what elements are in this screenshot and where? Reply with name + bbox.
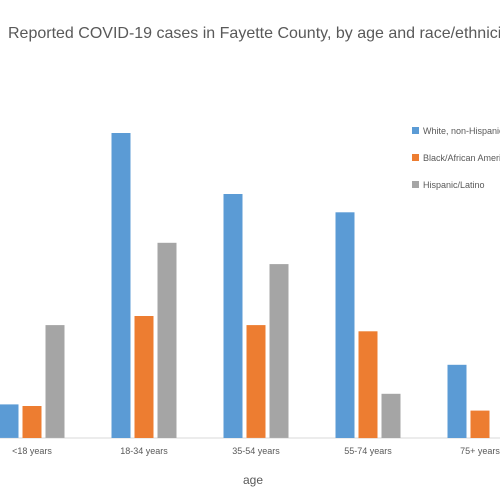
bar: [134, 316, 154, 438]
legend-swatch: [412, 154, 419, 161]
bar: [22, 406, 42, 438]
bar: [470, 410, 490, 438]
bar: [111, 133, 131, 438]
x-tick-label: <18 years: [12, 446, 52, 456]
legend-label: Hispanic/Latino: [423, 180, 485, 190]
x-tick-label: 75+ years: [460, 446, 500, 456]
legend-label: White, non-Hispanic: [423, 126, 500, 136]
legend-label: Black/African American: [423, 153, 500, 163]
x-axis-title: age: [243, 473, 263, 487]
chart-title: Reported COVID-19 cases in Fayette Count…: [8, 25, 500, 42]
x-tick-label: 35-54 years: [232, 446, 280, 456]
bar: [157, 242, 177, 438]
x-tick-label: 55-74 years: [344, 446, 392, 456]
bar: [269, 264, 289, 438]
bar: [246, 325, 266, 438]
bar: [0, 404, 19, 438]
x-tick-labels: <18 years 18-34 years 35-54 years 55-74 yea…: [12, 446, 500, 456]
bar: [358, 331, 378, 439]
bars-group: [0, 133, 490, 439]
bar: [45, 325, 65, 438]
legend: White, non-Hispanic Black/African America…: [412, 126, 500, 190]
bar: [447, 364, 467, 438]
bar: [335, 212, 355, 438]
legend-swatch: [412, 181, 419, 188]
legend-swatch: [412, 127, 419, 134]
bar: [223, 194, 243, 438]
bar: [381, 393, 401, 438]
x-tick-label: 18-34 years: [120, 446, 168, 456]
